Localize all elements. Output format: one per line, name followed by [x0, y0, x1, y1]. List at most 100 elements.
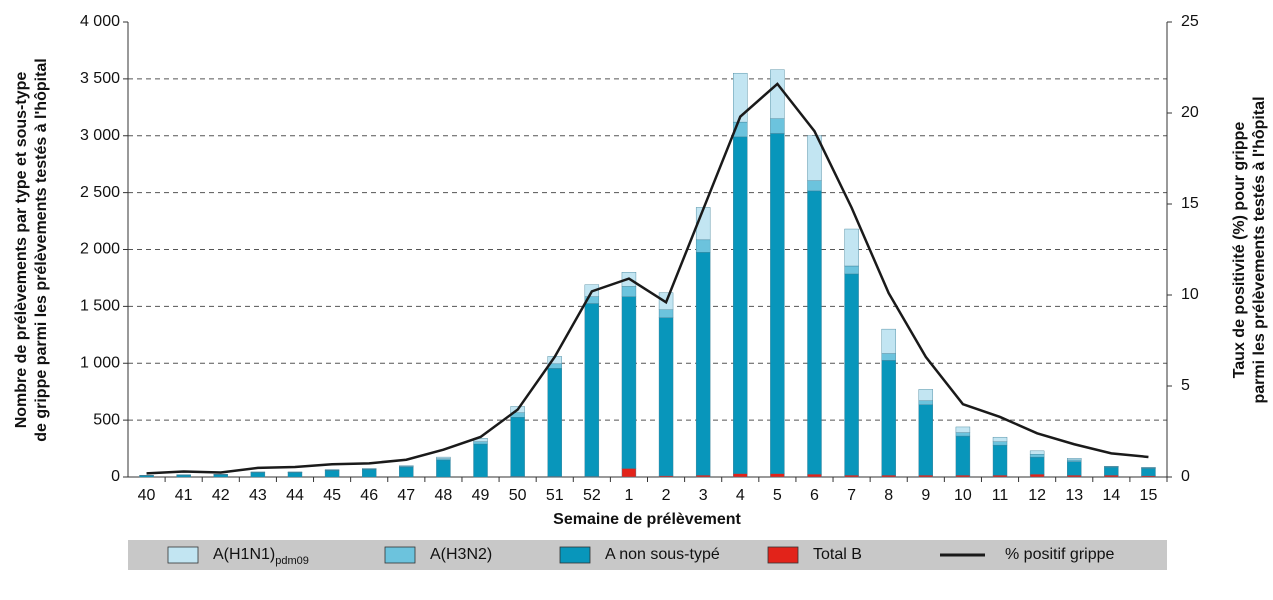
- bar-segment: [919, 405, 933, 476]
- x-tick-label: 3: [699, 487, 708, 504]
- bar-segment: [696, 252, 710, 475]
- x-tick-label: 6: [810, 487, 819, 504]
- bar-segment: [362, 468, 376, 469]
- y-tick-label: 4 000: [80, 13, 120, 30]
- bar-segment: [956, 427, 970, 433]
- y2-tick-label: 20: [1181, 104, 1199, 121]
- y-tick-label: 2 500: [80, 184, 120, 201]
- legend-name: A(H1N1): [213, 546, 275, 563]
- bar-segment: [956, 433, 970, 436]
- bar-segment: [733, 137, 747, 474]
- y2-tick-label: 0: [1181, 468, 1190, 485]
- bar-segment: [251, 472, 265, 477]
- bar-segment: [1104, 475, 1118, 477]
- bar-segment: [770, 474, 784, 477]
- bar-segment: [436, 457, 450, 459]
- y2-tick-label: 5: [1181, 377, 1190, 394]
- legend-subscript: pdm09: [275, 555, 309, 567]
- y-tick-label: 2 000: [80, 241, 120, 258]
- y2-title-line: Taux de positivité (%) pour grippe: [1231, 122, 1248, 379]
- y2-tick-label: 10: [1181, 286, 1199, 303]
- bar-segment: [1067, 458, 1081, 460]
- bar-segment: [214, 475, 228, 477]
- bar-segment: [882, 329, 896, 353]
- bar-segment: [845, 266, 859, 274]
- legend-swatch: [768, 547, 798, 563]
- bar-segment: [511, 417, 525, 476]
- x-tick-label: 1: [624, 487, 633, 504]
- legend-label: Total B: [813, 546, 862, 563]
- bar-segment: [770, 133, 784, 473]
- bar-segment: [288, 472, 302, 477]
- legend-name: A(H3N2): [430, 546, 492, 563]
- bar-segment: [882, 360, 896, 475]
- bar-segment: [993, 445, 1007, 475]
- legend-name: A non sous-typé: [605, 546, 720, 563]
- bar-segment: [1067, 462, 1081, 476]
- bar-segment: [845, 274, 859, 475]
- bar-segment: [585, 304, 599, 477]
- bar-segment: [622, 286, 636, 296]
- legend-label: A non sous-typé: [605, 546, 720, 563]
- line-series: [147, 84, 1149, 473]
- y-tick-label: 500: [93, 411, 120, 428]
- legend-name: % positif grippe: [1005, 546, 1114, 563]
- x-tick-label: 50: [509, 487, 527, 504]
- bar-segment: [733, 73, 747, 122]
- bar-segment: [1104, 466, 1118, 467]
- bar-segment: [659, 310, 673, 318]
- x-tick-label: 11: [992, 487, 1009, 504]
- x-tick-label: 42: [212, 487, 230, 504]
- legend-label: A(H3N2): [430, 546, 492, 563]
- bar-segment: [399, 466, 413, 467]
- x-tick-label: 40: [138, 487, 156, 504]
- bar-segment: [882, 354, 896, 361]
- x-tick-label: 8: [884, 487, 893, 504]
- y-title-line: de grippe parmi les prélèvements testés …: [33, 58, 50, 442]
- x-tick-label: 2: [662, 487, 671, 504]
- bar-segment: [622, 468, 636, 477]
- x-tick-label: 5: [773, 487, 782, 504]
- bar-segment: [770, 70, 784, 119]
- y2-axis-title: Taux de positivité (%) pour grippe parmi…: [1231, 96, 1268, 403]
- x-tick-label: 48: [435, 487, 453, 504]
- x-tick-label: 47: [397, 487, 415, 504]
- y2-title-line: parmi les prélèvements testés à l'hôpita…: [1251, 96, 1268, 403]
- bar-segment: [993, 442, 1007, 445]
- x-axis-title: Semaine de prélèvement: [553, 511, 741, 528]
- bar-segment: [177, 475, 191, 477]
- y2-tick-label: 15: [1181, 195, 1199, 212]
- bar-segment: [1141, 468, 1155, 475]
- bar-segment: [622, 297, 636, 469]
- x-tick-label: 43: [249, 487, 267, 504]
- bar-segment: [1030, 451, 1044, 454]
- bar-segment: [845, 475, 859, 477]
- bar-segment: [362, 469, 376, 477]
- bar-segment: [325, 470, 339, 477]
- bar-segment: [956, 436, 970, 475]
- y-tick-label: 1 000: [80, 354, 120, 371]
- legend-label: % positif grippe: [1005, 546, 1114, 563]
- legend-swatch: [168, 547, 198, 563]
- x-tick-label: 13: [1065, 487, 1083, 504]
- bar-segment: [807, 181, 821, 191]
- bar-segment: [993, 437, 1007, 442]
- bar-segment: [696, 240, 710, 253]
- bar-segment: [140, 476, 154, 477]
- x-tick-label: 49: [472, 487, 490, 504]
- legend-name: Total B: [813, 546, 862, 563]
- bar-segment: [919, 389, 933, 400]
- y-tick-label: 3 500: [80, 70, 120, 87]
- bar-segment: [1067, 475, 1081, 477]
- x-tick-label: 12: [1028, 487, 1046, 504]
- x-tick-label: 10: [954, 487, 972, 504]
- y-title-line: Nombre de prélèvements par type et sous-…: [13, 72, 30, 429]
- x-tick-label: 4: [736, 487, 745, 504]
- bar-segment: [807, 191, 821, 474]
- bar-segment: [436, 460, 450, 477]
- bar-segment: [1067, 460, 1081, 462]
- bar-segment: [696, 475, 710, 477]
- bar-segment: [807, 474, 821, 477]
- legend-swatch: [385, 547, 415, 563]
